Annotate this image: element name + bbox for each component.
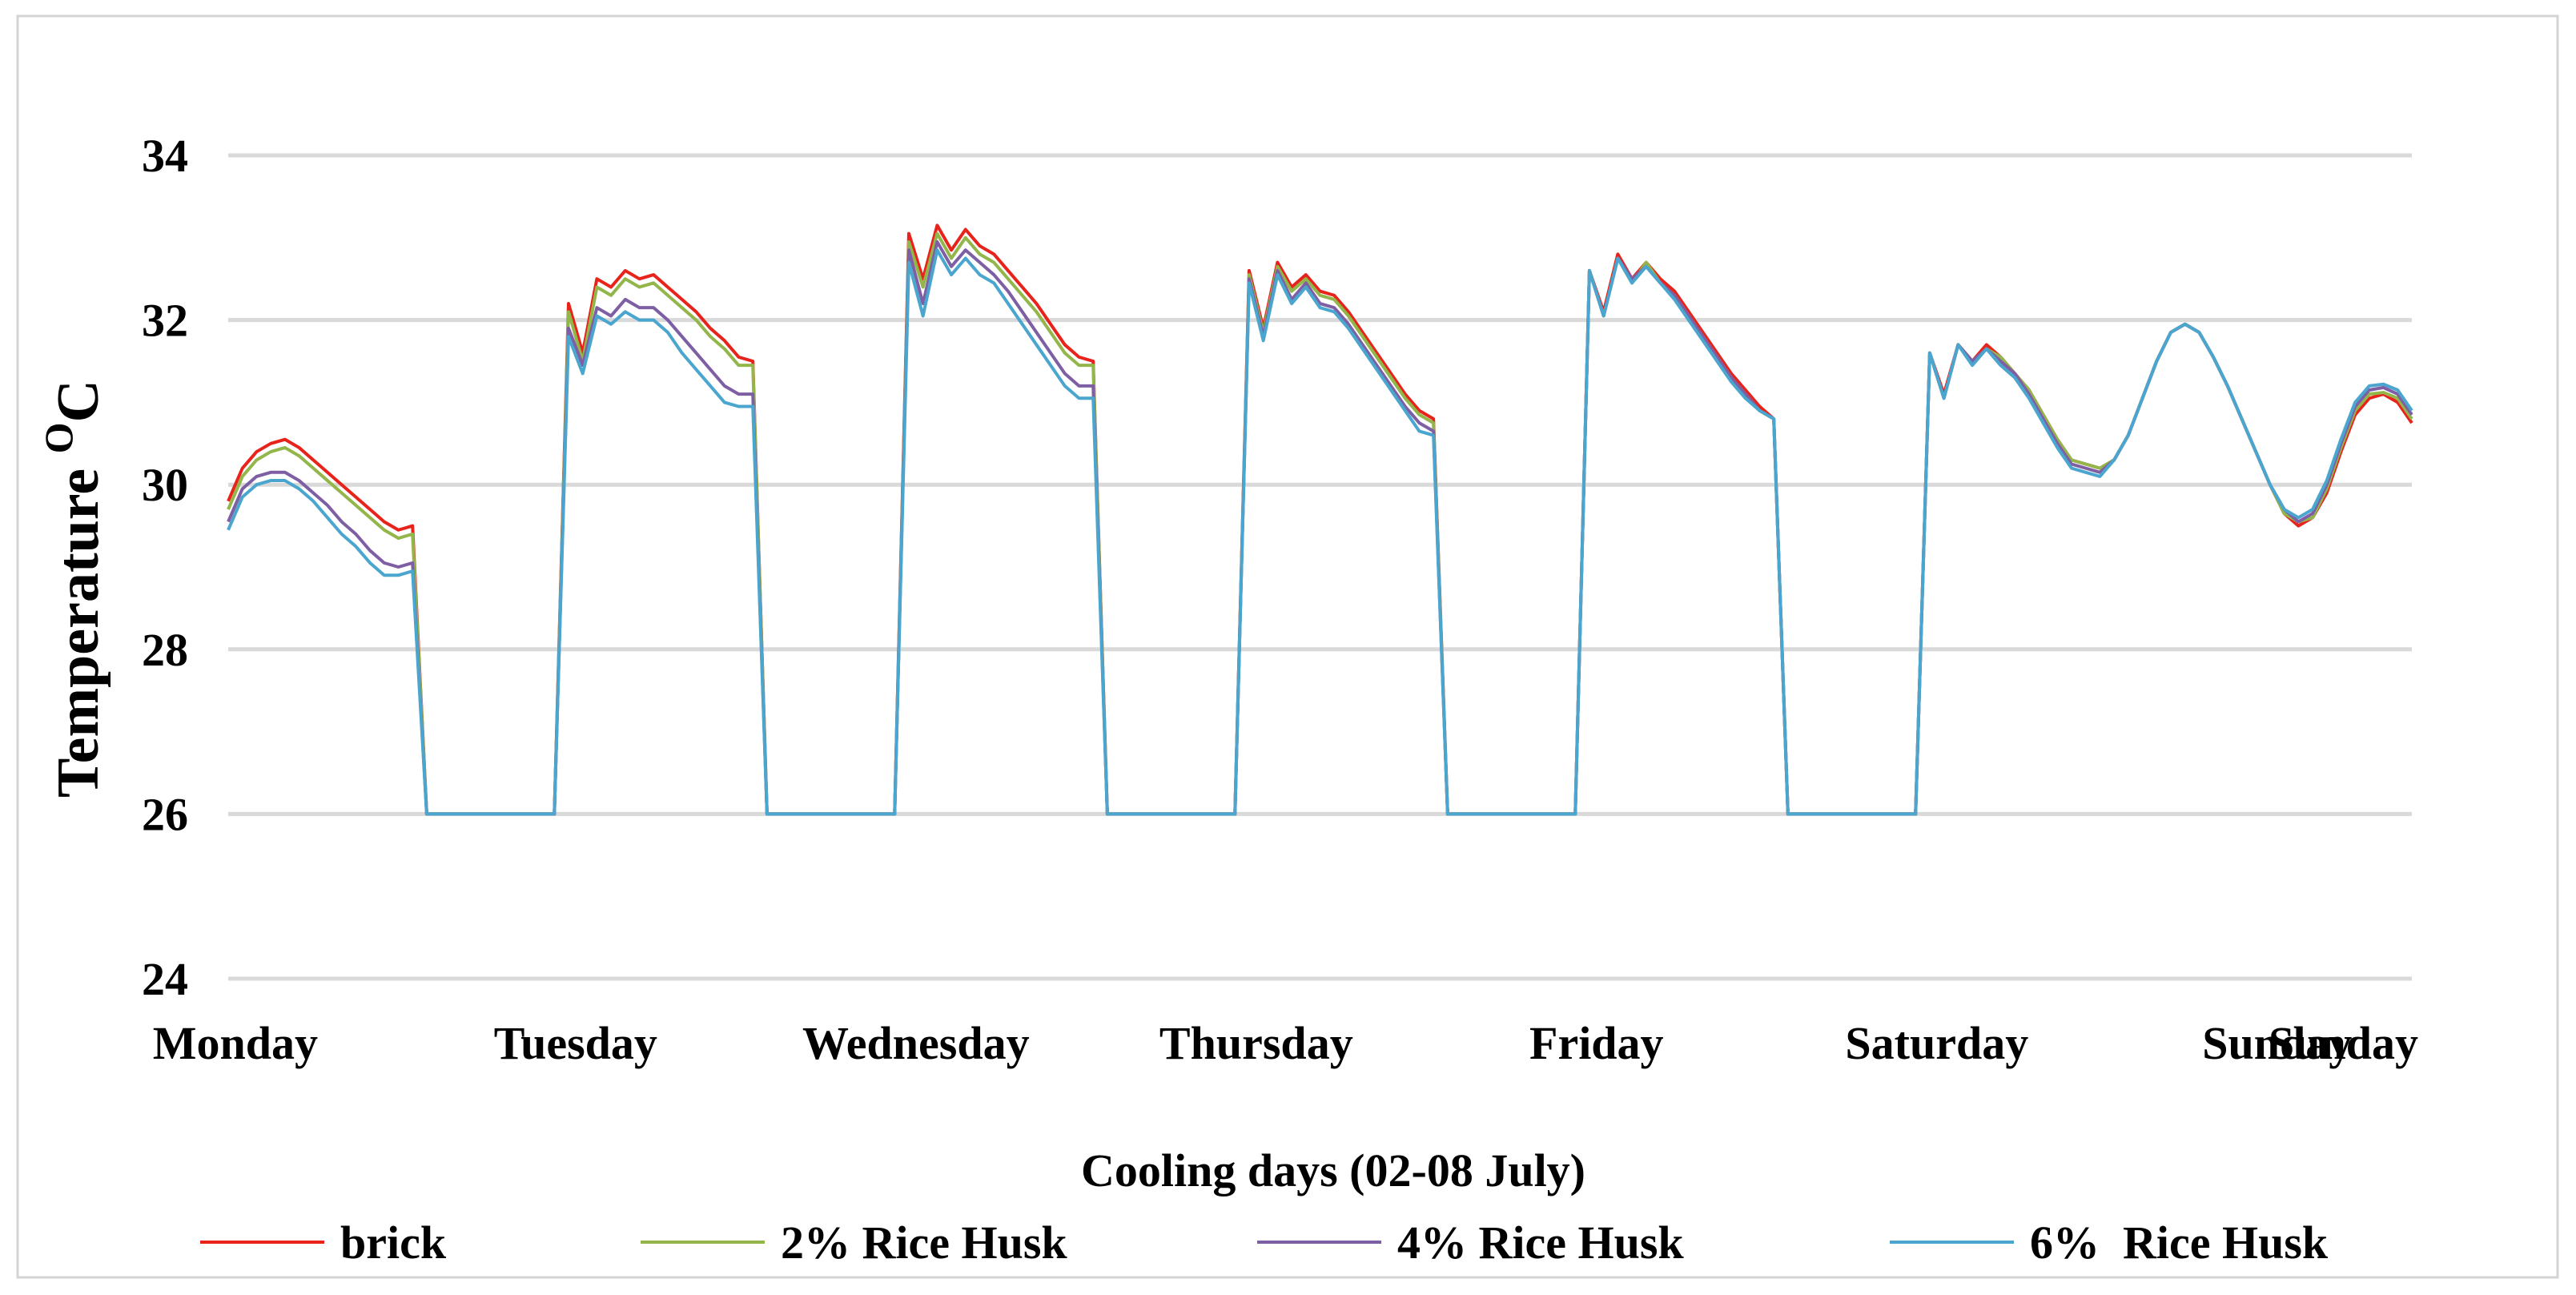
y-tick-label: 32 — [142, 295, 188, 347]
legend-label-2: 4% Rice Husk — [1397, 1217, 1684, 1269]
series-lines — [227, 223, 2413, 816]
y-axis-label-unit: C — [46, 380, 111, 422]
legend: brick 2% Rice Husk 4% Rice Husk 6% Rice Hus… — [200, 1217, 2329, 1269]
y-tick-label: 34 — [142, 130, 188, 182]
x-tick-label: Sunday — [2269, 1017, 2418, 1069]
x-axis-label: Cooling days (02-08 July) — [1081, 1144, 1585, 1196]
series-line-1 — [227, 231, 2413, 816]
x-tick-label: Friday — [1529, 1017, 1664, 1069]
x-tick-label: Tuesday — [494, 1017, 657, 1069]
chart-border — [16, 14, 2559, 1279]
legend-label-3: 6% Rice Husk — [2030, 1217, 2329, 1269]
x-tick-label: Sunday — [2202, 1017, 2352, 1069]
x-tick-label: Thursday — [1159, 1017, 1353, 1069]
series-line-3 — [227, 248, 2413, 816]
x-tick-label: Monday — [153, 1017, 318, 1069]
y-tick-label: 28 — [142, 624, 188, 676]
y-axis-label-superscript: O — [36, 423, 81, 454]
legend-label-1: 2% Rice Husk — [781, 1217, 1067, 1269]
y-tick-labels: 24 26 28 30 32 34 — [142, 130, 188, 1005]
y-tick-label: 30 — [142, 459, 188, 511]
x-tick-label: Wednesday — [802, 1017, 1030, 1069]
y-axis-label: Temperature OC — [36, 380, 111, 798]
series-line-2 — [227, 239, 2413, 816]
y-tick-label: 24 — [142, 953, 188, 1005]
y-axis-label-main: Temperature — [46, 453, 111, 798]
y-tick-label: 26 — [142, 788, 188, 840]
x-tick-label: Saturday — [1845, 1017, 2028, 1069]
x-tick-labels: Monday Tuesday Wednesday Thursday Friday Satu… — [153, 1017, 2418, 1069]
legend-label-0: brick — [340, 1217, 447, 1269]
